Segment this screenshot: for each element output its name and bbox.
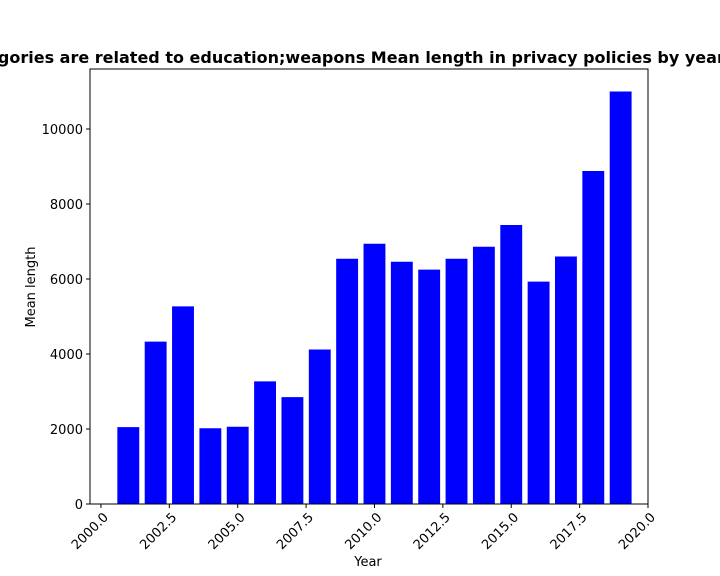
y-axis-ticks: 0 2000 4000 6000 8000 10000: [42, 123, 90, 513]
bar-2011: [390, 261, 413, 504]
y-tick-label: 8000: [50, 198, 83, 213]
plot-frame: [89, 68, 649, 505]
x-tick-label: 2002.5: [137, 510, 180, 553]
bar-2005: [226, 426, 249, 504]
bar-2014: [472, 246, 495, 504]
y-axis-label: Mean length: [24, 247, 39, 328]
bars-group: [117, 91, 632, 504]
bar-2013: [445, 258, 468, 504]
bar-2001: [117, 427, 140, 504]
x-tick-label: 2005.0: [206, 510, 249, 553]
x-tick-label: 2020.0: [616, 510, 659, 553]
bar-2006: [254, 381, 276, 504]
x-axis-label: Year: [353, 555, 382, 570]
bar-2009: [336, 258, 359, 504]
bar-2017: [555, 256, 577, 504]
y-tick-label: 6000: [50, 273, 83, 288]
bar-2003: [172, 306, 194, 504]
bar-2012: [418, 269, 441, 504]
bar-2019: [609, 91, 632, 504]
chart-title: Mean length in privacy policies by year …: [0, 48, 720, 67]
y-tick-label: 2000: [50, 423, 83, 438]
bar-2008: [308, 349, 331, 504]
y-tick-label: 4000: [50, 348, 83, 363]
x-axis-ticks: 2000.0 2002.5 2005.0 2007.5 2010.0 2012.5 2015…: [69, 504, 659, 553]
bar-2007: [281, 397, 304, 504]
y-tick-label: 10000: [42, 123, 83, 138]
x-tick-label: 2012.5: [411, 510, 454, 553]
bar-2010: [363, 243, 386, 504]
bar-2016: [527, 281, 550, 504]
x-tick-label: 2007.5: [274, 510, 317, 553]
bar-2015: [500, 225, 523, 504]
x-tick-label: 2010.0: [343, 510, 386, 553]
bar-2004: [199, 428, 222, 504]
x-tick-label: 2000.0: [69, 510, 112, 553]
bar-2018: [582, 171, 605, 504]
x-tick-label: 2017.5: [548, 510, 591, 553]
bar-2002: [144, 341, 167, 504]
y-tick-label: 0: [75, 498, 83, 513]
x-tick-label: 2015.0: [479, 510, 522, 553]
